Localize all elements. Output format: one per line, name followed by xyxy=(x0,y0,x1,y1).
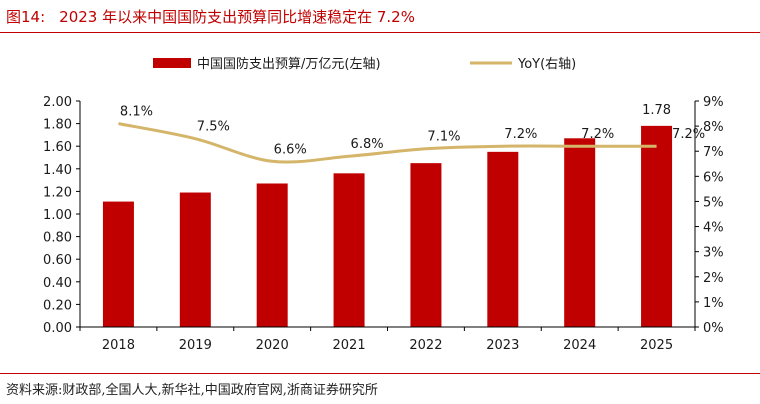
bar xyxy=(179,192,211,327)
left-axis-tick-label: 1.00 xyxy=(43,208,72,223)
right-axis-tick-label: 4% xyxy=(703,221,724,236)
figure-title: 图14: 2023 年以来中国国防支出预算同比增速稳定在 7.2% xyxy=(6,6,415,27)
x-axis-tick-label: 2020 xyxy=(256,338,289,353)
x-axis-tick-label: 2025 xyxy=(640,338,673,353)
x-axis-tick-label: 2024 xyxy=(563,338,596,353)
right-axis-tick-label: 2% xyxy=(703,271,724,286)
left-axis-tick-label: 1.60 xyxy=(43,140,72,155)
figure-number: 图14: xyxy=(6,8,46,26)
right-axis-tick-label: 1% xyxy=(703,296,724,311)
legend-bar-label: 中国国防支出预算/万亿元(左轴) xyxy=(197,56,381,72)
source-note: 资料来源:财政部,全国人大,新华社,中国政府官网,浙商证券研究所 xyxy=(6,383,378,398)
left-axis-tick-label: 2.00 xyxy=(43,95,72,110)
bar xyxy=(256,183,288,327)
left-axis-tick-label: 1.20 xyxy=(43,185,72,200)
x-axis-tick-label: 2021 xyxy=(333,338,366,353)
left-axis-tick-label: 0.80 xyxy=(43,231,72,246)
bar xyxy=(102,201,134,327)
line-value-label: 7.2% xyxy=(504,127,537,142)
line-value-label: 8.1% xyxy=(120,105,153,120)
left-axis-tick-label: 1.40 xyxy=(43,163,72,178)
yoy-line xyxy=(118,122,657,164)
line-value-label: 7.1% xyxy=(427,130,460,145)
legend-bar-swatch xyxy=(153,58,191,68)
bar xyxy=(564,138,596,327)
right-axis-tick-label: 5% xyxy=(703,195,724,210)
right-axis-tick-label: 8% xyxy=(703,120,724,135)
line-value-label: 6.6% xyxy=(274,142,307,157)
right-axis-tick-label: 6% xyxy=(703,170,724,185)
x-axis-tick-label: 2018 xyxy=(102,338,135,353)
right-axis-tick-label: 0% xyxy=(703,321,724,336)
right-axis-tick-label: 9% xyxy=(703,95,724,110)
right-axis-tick-label: 7% xyxy=(703,145,724,160)
x-axis-tick-label: 2022 xyxy=(409,338,442,353)
line-value-label: 7.2% xyxy=(581,127,614,142)
title-divider xyxy=(0,32,760,33)
x-axis-tick-label: 2019 xyxy=(179,338,212,353)
figure-title-text: 2023 年以来中国国防支出预算同比增速稳定在 7.2% xyxy=(59,8,415,26)
footer-divider xyxy=(0,373,760,374)
line-value-label: 7.5% xyxy=(197,120,230,135)
line-value-label: 6.8% xyxy=(351,137,384,152)
bar-value-label: 1.78 xyxy=(642,103,671,118)
bar xyxy=(641,125,673,327)
bar xyxy=(410,163,442,327)
line-value-label: 7.2% xyxy=(672,127,705,142)
right-axis-tick-label: 3% xyxy=(703,246,724,261)
bar xyxy=(333,173,365,327)
left-axis-tick-label: 1.80 xyxy=(43,118,72,133)
bar xyxy=(487,151,519,327)
left-axis-tick-label: 0.60 xyxy=(43,253,72,268)
x-axis-tick-label: 2023 xyxy=(486,338,519,353)
legend-line-label: YoY(右轴) xyxy=(517,57,576,72)
left-axis-tick-label: 0.20 xyxy=(43,298,72,313)
left-axis-tick-label: 0.00 xyxy=(43,321,72,336)
left-axis-tick-label: 0.40 xyxy=(43,276,72,291)
